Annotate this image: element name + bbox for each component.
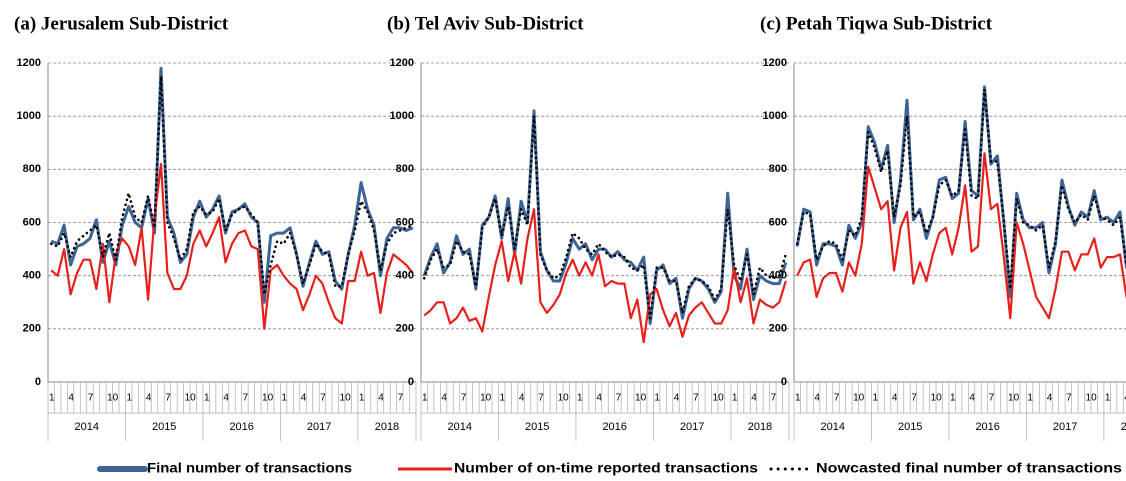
x-tick-label: 7 xyxy=(616,393,622,404)
legend-label: Nowcasted final number of transactions xyxy=(816,460,1122,476)
series-line xyxy=(796,152,1126,320)
y-tick-label: 600 xyxy=(23,216,41,228)
x-tick-label: 7 xyxy=(320,393,326,404)
x-tick-label: 1 xyxy=(654,393,660,404)
x-tick-label: 4 xyxy=(751,393,757,404)
y-tick-label: 400 xyxy=(396,270,414,282)
x-tick-label: 1 xyxy=(49,393,55,404)
x-tick-label: 7 xyxy=(989,393,995,404)
x-group-label: 2014 xyxy=(447,421,471,433)
x-tick-label: 4 xyxy=(223,393,229,404)
x-group-label: 2018 xyxy=(375,421,399,433)
x-tick-label: 7 xyxy=(398,393,404,404)
x-tick-label: 1 xyxy=(732,393,738,404)
x-tick-label: 7 xyxy=(88,393,94,404)
y-tick-label: 400 xyxy=(23,270,41,282)
x-tick-label: 4 xyxy=(892,393,898,404)
y-tick-label: 1000 xyxy=(390,110,414,122)
series-line xyxy=(795,88,1126,291)
x-tick-label: 4 xyxy=(969,393,975,404)
x-group-label: 2017 xyxy=(1053,421,1077,433)
series-line xyxy=(422,114,788,320)
y-tick-label: 1200 xyxy=(763,57,787,69)
x-group-label: 2015 xyxy=(152,421,176,433)
y-tick-label: 1000 xyxy=(17,110,41,122)
y-tick-label: 1000 xyxy=(763,110,787,122)
x-tick-label: 7 xyxy=(165,393,171,404)
x-tick-label: 4 xyxy=(814,393,820,404)
x-tick-label: 7 xyxy=(243,393,249,404)
x-group-label: 2016 xyxy=(229,421,253,433)
x-tick-label: 4 xyxy=(378,393,384,404)
x-tick-label: 7 xyxy=(834,393,840,404)
x-tick-label: 7 xyxy=(911,393,917,404)
x-tick-label: 1 xyxy=(499,393,505,404)
y-tick-label: 800 xyxy=(23,163,41,175)
x-tick-label: 7 xyxy=(538,393,544,404)
x-tick-label: 4 xyxy=(68,393,74,404)
y-tick-label: 400 xyxy=(769,270,787,282)
x-group-label: 2017 xyxy=(680,421,704,433)
y-tick-label: 600 xyxy=(396,216,414,228)
x-group-label: 2015 xyxy=(898,421,922,433)
x-group-label: 2016 xyxy=(975,421,999,433)
x-tick-label: 4 xyxy=(1124,393,1126,404)
x-tick-label: 4 xyxy=(301,393,307,404)
x-tick-label: 1 xyxy=(577,393,583,404)
x-tick-label: 1 xyxy=(1027,393,1033,404)
x-tick-label: 4 xyxy=(596,393,602,404)
y-tick-label: 200 xyxy=(769,323,787,335)
y-tick-label: 1200 xyxy=(390,57,414,69)
chart-title: (c) Petah Tiqwa Sub-District xyxy=(760,13,993,34)
x-tick-label: 1 xyxy=(872,393,878,404)
x-tick-label: 4 xyxy=(519,393,525,404)
x-group-label: 2018 xyxy=(748,421,772,433)
series-line xyxy=(50,66,414,304)
y-tick-label: 0 xyxy=(408,376,414,388)
x-group-label: 2014 xyxy=(74,421,98,433)
x-tick-label: 4 xyxy=(674,393,680,404)
chart-title: (b) Tel Aviv Sub-District xyxy=(387,13,584,34)
x-tick-label: 7 xyxy=(461,393,467,404)
legend-label: Final number of transactions xyxy=(147,460,352,476)
y-tick-label: 800 xyxy=(396,163,414,175)
x-tick-label: 4 xyxy=(1047,393,1053,404)
y-tick-label: 1200 xyxy=(17,57,41,69)
y-tick-label: 0 xyxy=(35,376,41,388)
x-group-label: 2016 xyxy=(602,421,626,433)
y-tick-label: 800 xyxy=(769,163,787,175)
y-tick-label: 200 xyxy=(23,323,41,335)
series-line xyxy=(49,75,415,296)
series-line xyxy=(50,162,414,330)
x-tick-label: 1 xyxy=(281,393,287,404)
x-tick-label: 1 xyxy=(126,393,132,404)
x-group-label: 2014 xyxy=(820,421,844,433)
x-tick-label: 7 xyxy=(771,393,777,404)
x-group-label: 2015 xyxy=(525,421,549,433)
x-tick-label: 1 xyxy=(950,393,956,404)
x-tick-label: 4 xyxy=(441,393,447,404)
x-group-label: 2018 xyxy=(1121,421,1126,433)
x-tick-label: 4 xyxy=(146,393,152,404)
legend-label: Number of on-time reported transactions xyxy=(454,460,758,476)
y-tick-label: 600 xyxy=(769,216,787,228)
y-tick-label: 0 xyxy=(781,376,787,388)
x-tick-label: 1 xyxy=(1105,393,1111,404)
series-line xyxy=(423,208,787,344)
x-tick-label: 1 xyxy=(359,393,365,404)
x-tick-label: 1 xyxy=(204,393,210,404)
y-tick-label: 200 xyxy=(396,323,414,335)
x-group-label: 2017 xyxy=(307,421,331,433)
x-tick-label: 7 xyxy=(1066,393,1072,404)
x-tick-label: 1 xyxy=(795,393,801,404)
x-tick-label: 7 xyxy=(693,393,699,404)
x-tick-label: 1 xyxy=(422,393,428,404)
chart-title: (a) Jerusalem Sub-District xyxy=(14,13,229,34)
